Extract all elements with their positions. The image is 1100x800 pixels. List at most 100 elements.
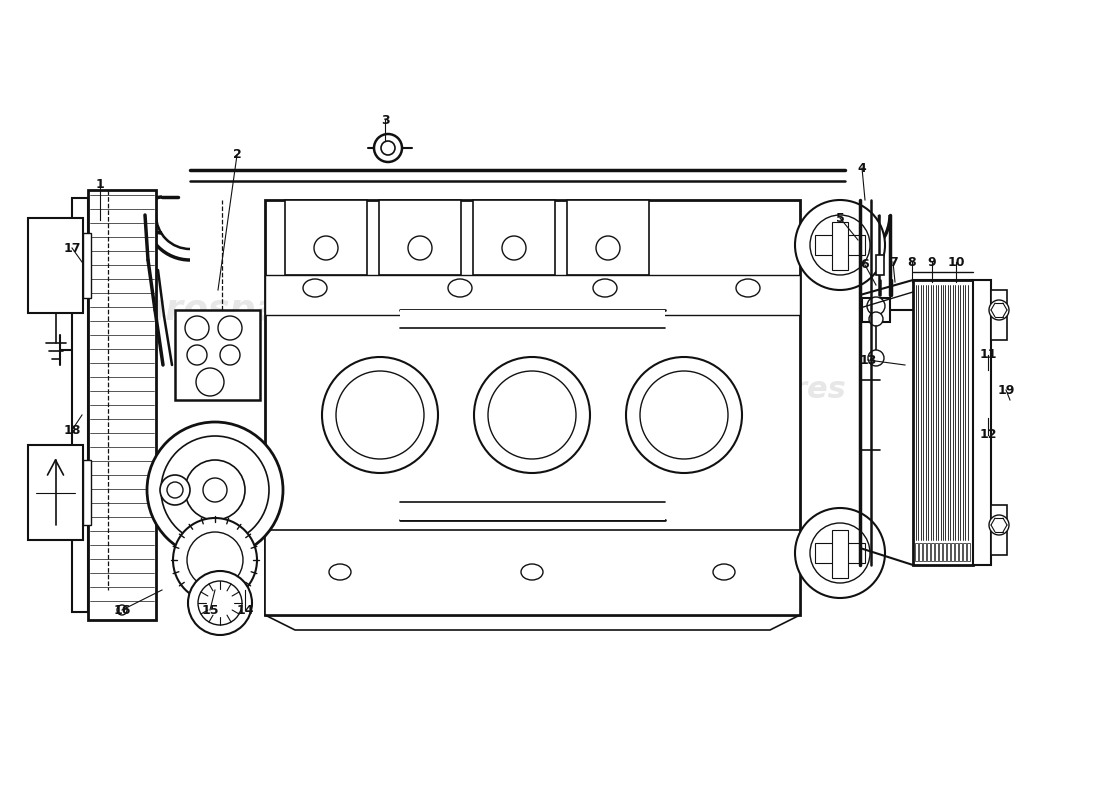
Bar bbox=[265, 530, 800, 615]
Bar bbox=[379, 200, 461, 275]
Bar bbox=[991, 290, 1006, 340]
Text: 17: 17 bbox=[64, 242, 80, 254]
Text: 12: 12 bbox=[979, 429, 997, 442]
Circle shape bbox=[381, 141, 395, 155]
Circle shape bbox=[408, 236, 432, 260]
Circle shape bbox=[810, 215, 870, 275]
Ellipse shape bbox=[736, 279, 760, 297]
Circle shape bbox=[117, 605, 126, 615]
Bar bbox=[967, 543, 970, 561]
Text: 10: 10 bbox=[947, 255, 965, 269]
Bar bbox=[962, 543, 966, 561]
Circle shape bbox=[196, 368, 224, 396]
Circle shape bbox=[989, 515, 1009, 535]
Bar bbox=[913, 280, 974, 565]
Bar bbox=[72, 198, 88, 612]
Circle shape bbox=[810, 523, 870, 583]
Circle shape bbox=[869, 312, 883, 326]
Circle shape bbox=[173, 518, 257, 602]
Circle shape bbox=[187, 345, 207, 365]
Circle shape bbox=[314, 236, 338, 260]
Text: eurospares: eurospares bbox=[116, 293, 344, 327]
Bar bbox=[959, 543, 962, 561]
Circle shape bbox=[989, 300, 1009, 320]
Bar bbox=[566, 200, 649, 275]
Bar bbox=[815, 235, 865, 255]
Text: eurospares: eurospares bbox=[653, 375, 846, 405]
Ellipse shape bbox=[593, 279, 617, 297]
Bar bbox=[935, 543, 938, 561]
Circle shape bbox=[220, 345, 240, 365]
Circle shape bbox=[147, 422, 283, 558]
Bar bbox=[88, 190, 156, 620]
Circle shape bbox=[474, 357, 590, 473]
Bar bbox=[862, 298, 890, 322]
Bar bbox=[947, 543, 950, 561]
Text: 7: 7 bbox=[889, 255, 898, 269]
Bar bbox=[876, 255, 884, 275]
Circle shape bbox=[185, 460, 245, 520]
Ellipse shape bbox=[329, 564, 351, 580]
Bar bbox=[265, 275, 800, 315]
Bar bbox=[832, 530, 848, 578]
Ellipse shape bbox=[521, 564, 543, 580]
Bar bbox=[952, 543, 954, 561]
Bar bbox=[918, 543, 922, 561]
Bar bbox=[943, 543, 946, 561]
Circle shape bbox=[626, 357, 743, 473]
Bar bbox=[285, 200, 367, 275]
Text: 11: 11 bbox=[979, 349, 997, 362]
Text: 16: 16 bbox=[113, 603, 131, 617]
Text: 2: 2 bbox=[232, 149, 241, 162]
Text: 19: 19 bbox=[998, 383, 1014, 397]
Bar bbox=[931, 543, 934, 561]
Circle shape bbox=[502, 236, 526, 260]
Text: 18: 18 bbox=[64, 423, 80, 437]
Text: 1: 1 bbox=[96, 178, 104, 191]
Bar bbox=[82, 233, 91, 298]
Circle shape bbox=[868, 350, 884, 366]
Bar bbox=[991, 505, 1006, 555]
Text: 5: 5 bbox=[836, 211, 845, 225]
Circle shape bbox=[167, 482, 183, 498]
Text: 9: 9 bbox=[927, 255, 936, 269]
Circle shape bbox=[322, 357, 438, 473]
Circle shape bbox=[187, 532, 243, 588]
Circle shape bbox=[795, 508, 886, 598]
Circle shape bbox=[204, 478, 227, 502]
Circle shape bbox=[488, 371, 576, 459]
Circle shape bbox=[198, 581, 242, 625]
Bar bbox=[815, 543, 865, 563]
Bar bbox=[28, 445, 82, 540]
Text: 13: 13 bbox=[859, 354, 877, 366]
Text: 3: 3 bbox=[381, 114, 389, 126]
Bar bbox=[927, 543, 930, 561]
Circle shape bbox=[640, 371, 728, 459]
Bar bbox=[473, 200, 556, 275]
Bar bbox=[265, 200, 800, 615]
Bar bbox=[28, 218, 82, 313]
Bar bbox=[955, 543, 958, 561]
Ellipse shape bbox=[302, 279, 327, 297]
Bar bbox=[175, 310, 260, 400]
Text: 8: 8 bbox=[908, 255, 916, 269]
Bar bbox=[923, 543, 926, 561]
Ellipse shape bbox=[713, 564, 735, 580]
Text: 4: 4 bbox=[858, 162, 867, 174]
Circle shape bbox=[596, 236, 620, 260]
Circle shape bbox=[161, 436, 270, 544]
Circle shape bbox=[218, 316, 242, 340]
Text: 15: 15 bbox=[201, 603, 219, 617]
Bar bbox=[974, 280, 991, 565]
Bar bbox=[939, 543, 942, 561]
Circle shape bbox=[374, 134, 401, 162]
Circle shape bbox=[867, 297, 886, 315]
Circle shape bbox=[160, 475, 190, 505]
Circle shape bbox=[336, 371, 424, 459]
Text: 14: 14 bbox=[236, 603, 254, 617]
Bar bbox=[82, 460, 91, 525]
Ellipse shape bbox=[448, 279, 472, 297]
Text: 6: 6 bbox=[860, 258, 869, 271]
Circle shape bbox=[185, 316, 209, 340]
Bar bbox=[915, 543, 918, 561]
